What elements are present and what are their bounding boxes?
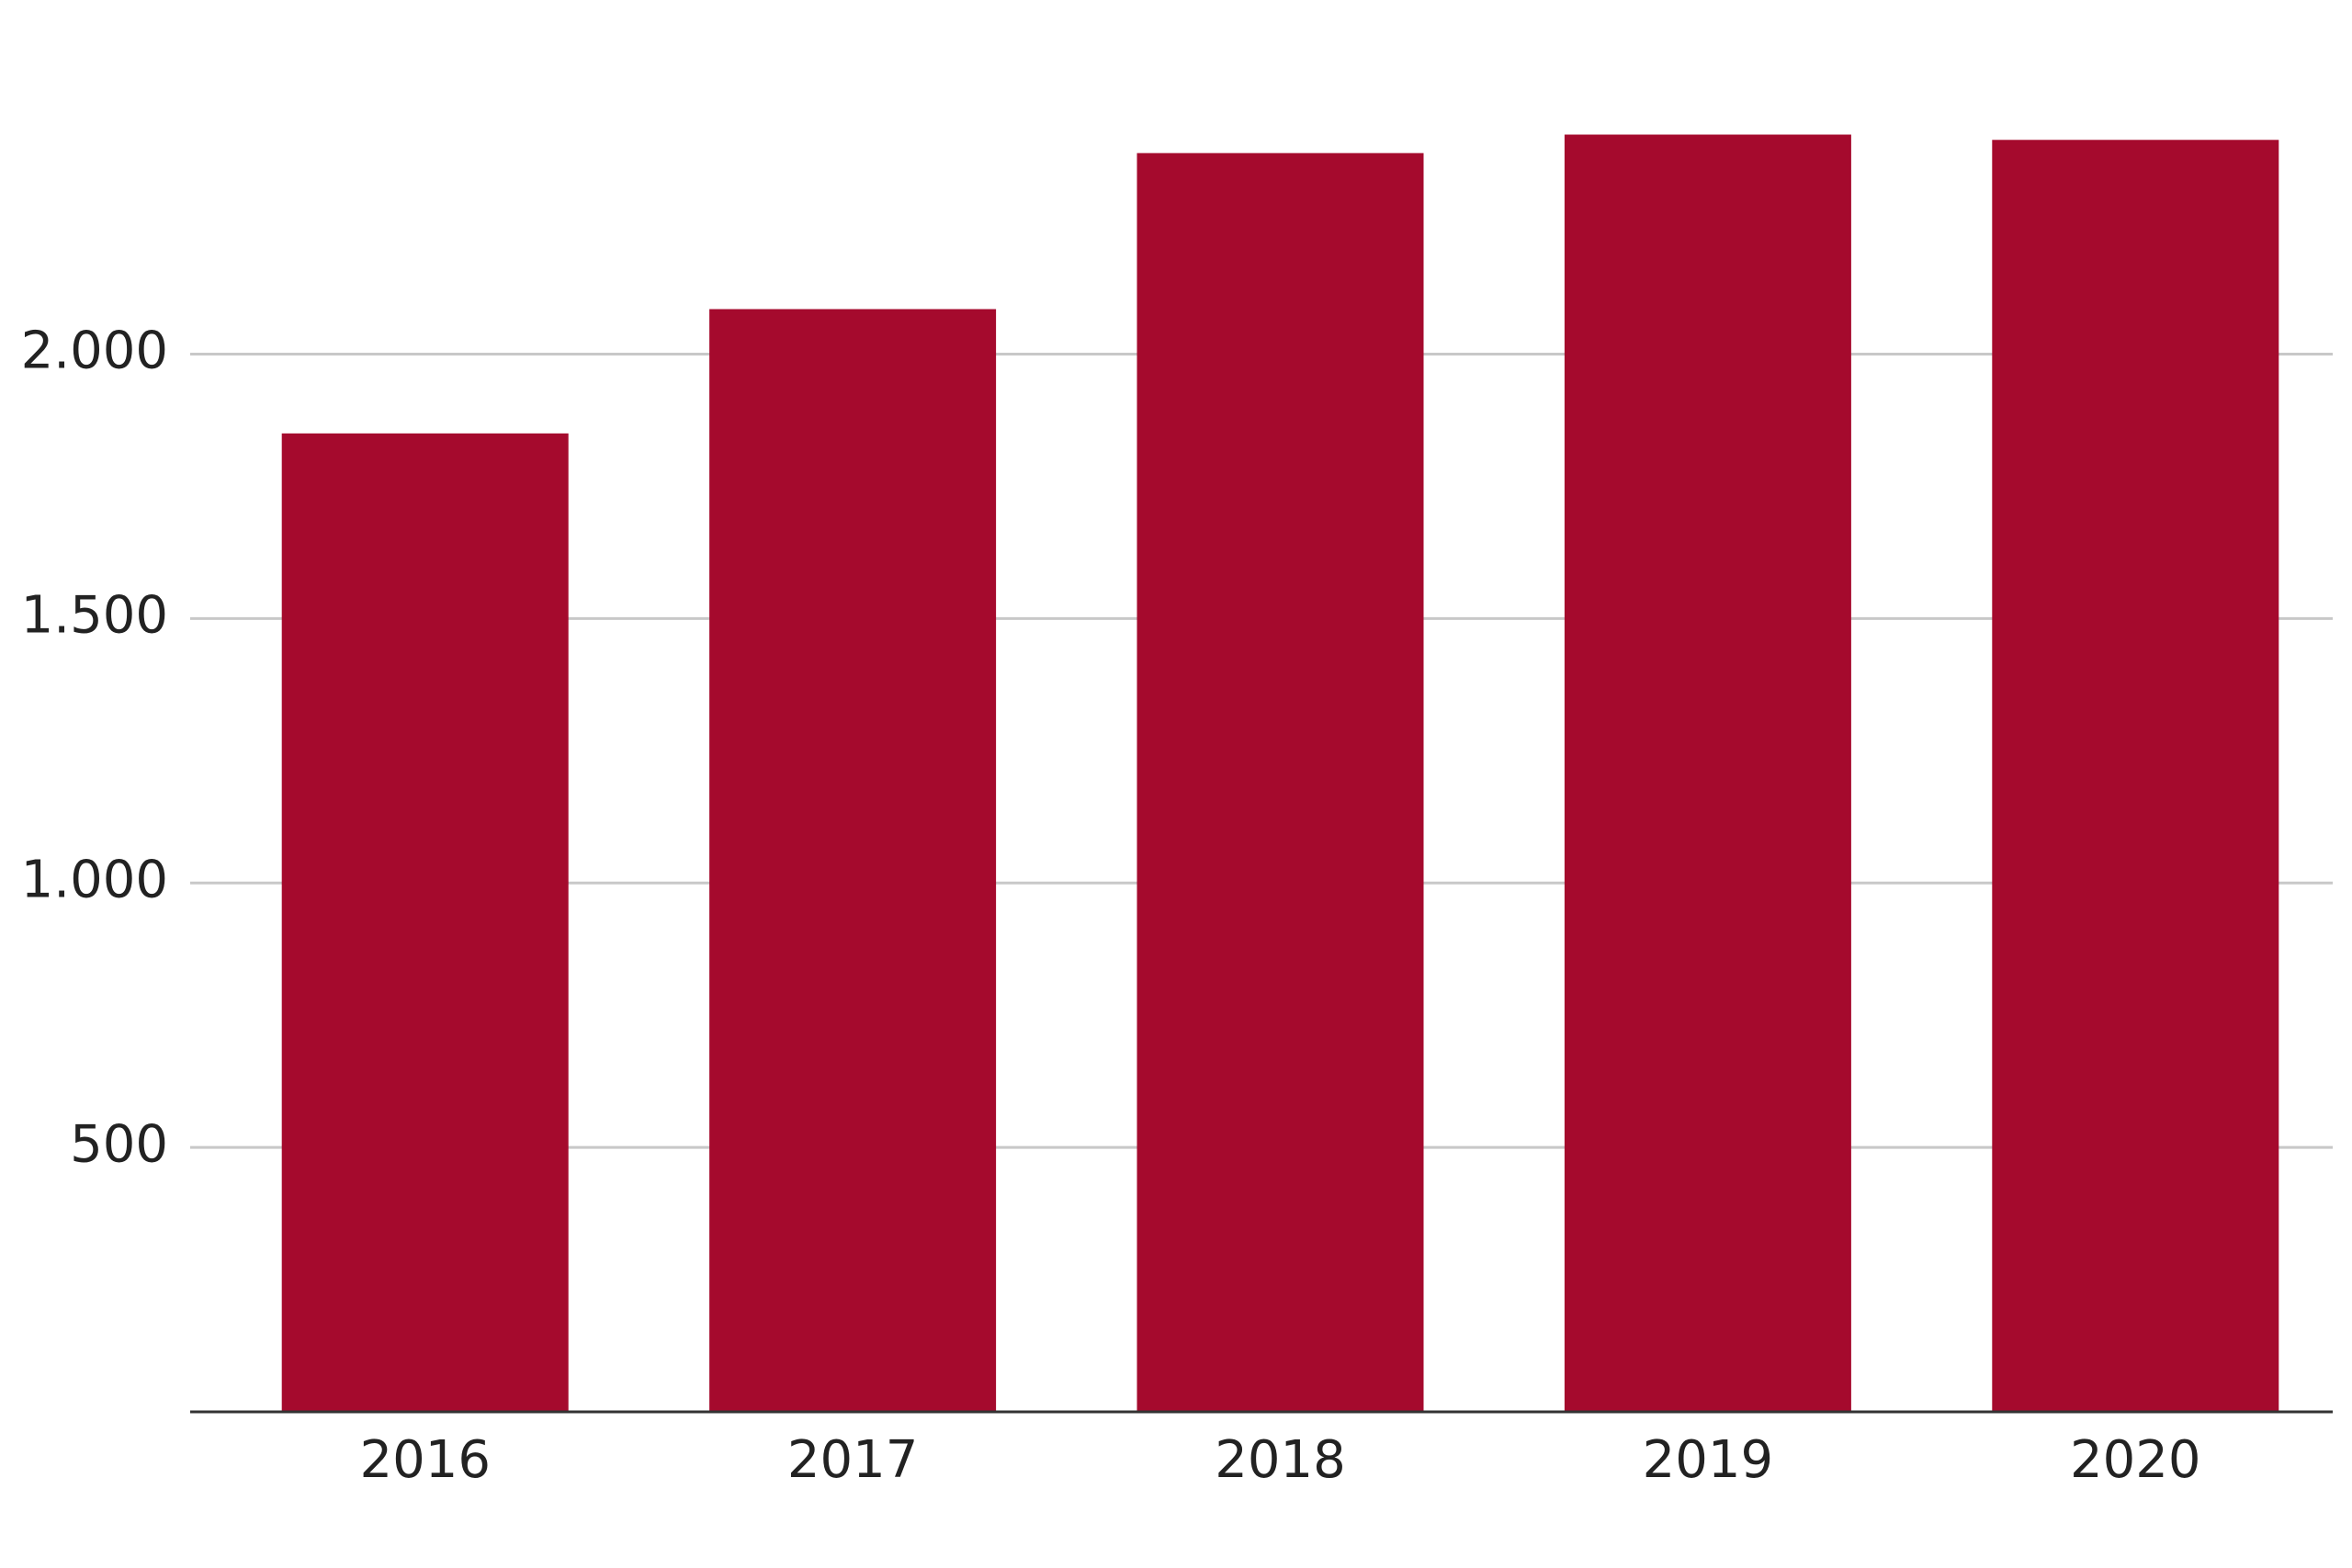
x-tick-label: 2016 <box>359 1430 491 1490</box>
y-tick-label: 1.000 <box>21 850 168 909</box>
x-tick-label: 2018 <box>1215 1430 1346 1490</box>
x-tick-label: 2019 <box>1643 1430 1774 1490</box>
y-tick-label: 500 <box>70 1114 168 1174</box>
bar <box>1564 134 1851 1412</box>
x-tick-label: 2017 <box>787 1430 919 1490</box>
bar <box>709 309 997 1413</box>
bar <box>281 433 569 1413</box>
bar <box>1992 140 2279 1412</box>
y-tick-label: 2.000 <box>21 321 168 381</box>
bar <box>1136 152 1424 1413</box>
x-tick-label: 2020 <box>2070 1430 2201 1490</box>
y-tick-label: 1.500 <box>21 585 168 645</box>
